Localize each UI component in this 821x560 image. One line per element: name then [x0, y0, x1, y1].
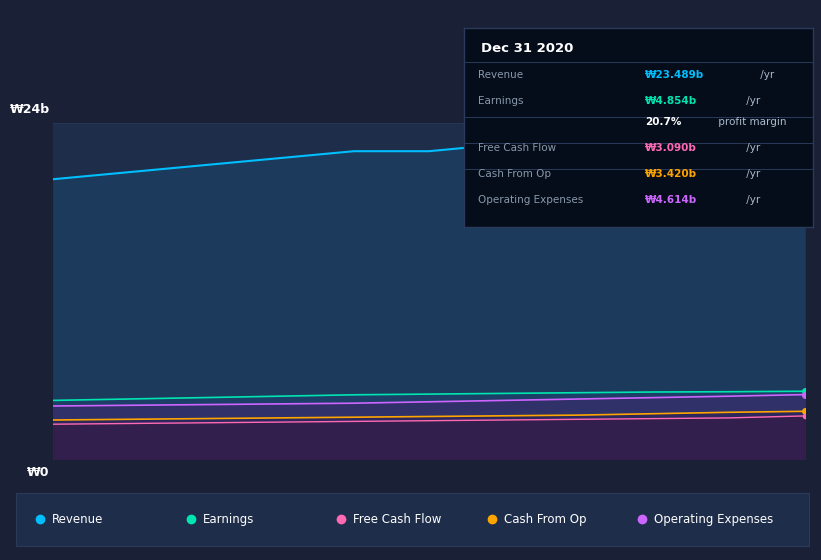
Text: ₩23.489b: ₩23.489b [645, 69, 704, 80]
Text: Free Cash Flow: Free Cash Flow [478, 143, 556, 153]
Text: /yr: /yr [743, 195, 760, 205]
Text: ₩3.090b: ₩3.090b [645, 143, 697, 153]
Text: ₩24b: ₩24b [10, 104, 49, 116]
Text: ₩4.614b: ₩4.614b [645, 195, 698, 205]
Text: 20.7%: 20.7% [645, 118, 681, 128]
Text: Dec 31 2020: Dec 31 2020 [481, 42, 574, 55]
Text: Free Cash Flow: Free Cash Flow [353, 513, 442, 526]
Text: /yr: /yr [743, 169, 760, 179]
Text: Revenue: Revenue [52, 513, 103, 526]
Text: Cash From Op: Cash From Op [503, 513, 586, 526]
Text: Operating Expenses: Operating Expenses [478, 195, 583, 205]
Text: /yr: /yr [757, 69, 774, 80]
Text: /yr: /yr [743, 143, 760, 153]
Text: /yr: /yr [743, 96, 760, 105]
Text: Operating Expenses: Operating Expenses [654, 513, 773, 526]
Text: profit margin: profit margin [715, 118, 787, 128]
Text: ₩4.854b: ₩4.854b [645, 96, 698, 105]
Text: Revenue: Revenue [478, 69, 523, 80]
Text: ₩3.420b: ₩3.420b [645, 169, 697, 179]
Text: Earnings: Earnings [478, 96, 523, 105]
Text: Cash From Op: Cash From Op [478, 169, 551, 179]
Text: Earnings: Earnings [203, 513, 254, 526]
Text: ₩0: ₩0 [27, 466, 49, 479]
